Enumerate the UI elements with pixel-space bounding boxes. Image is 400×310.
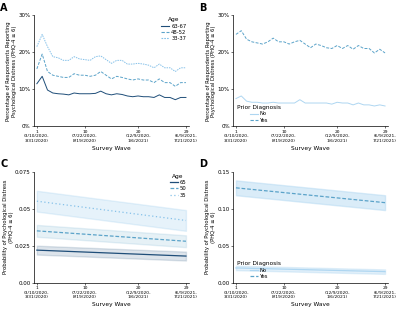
- Text: C: C: [0, 159, 8, 169]
- Legend: 63-67, 48-52, 33-37: 63-67, 48-52, 33-37: [160, 16, 188, 42]
- Legend: No, Yes: No, Yes: [236, 104, 282, 124]
- X-axis label: Survey Wave: Survey Wave: [291, 302, 330, 307]
- X-axis label: Survey Wave: Survey Wave: [92, 146, 131, 151]
- Text: B: B: [199, 3, 207, 13]
- Y-axis label: Probability of Psychological Distress
(PHQ-4 ≥ 6): Probability of Psychological Distress (P…: [205, 180, 216, 274]
- Text: D: D: [199, 159, 207, 169]
- X-axis label: Survey Wave: Survey Wave: [92, 302, 131, 307]
- Text: A: A: [0, 3, 8, 13]
- Legend: No, Yes: No, Yes: [236, 260, 282, 280]
- Y-axis label: Percentage of Respondents Reporting
Psychological Distress (PHQ-4 ≥ 6): Percentage of Respondents Reporting Psyc…: [6, 21, 17, 121]
- Y-axis label: Probability of Psychological Distress
(PHQ-4 ≥ 6): Probability of Psychological Distress (P…: [3, 180, 14, 274]
- Y-axis label: Percentage of Respondents Reporting
Psychological Distress (PHQ-4 ≥ 6): Percentage of Respondents Reporting Psyc…: [206, 21, 216, 121]
- Legend: 65, 50, 35: 65, 50, 35: [169, 173, 188, 199]
- X-axis label: Survey Wave: Survey Wave: [291, 146, 330, 151]
